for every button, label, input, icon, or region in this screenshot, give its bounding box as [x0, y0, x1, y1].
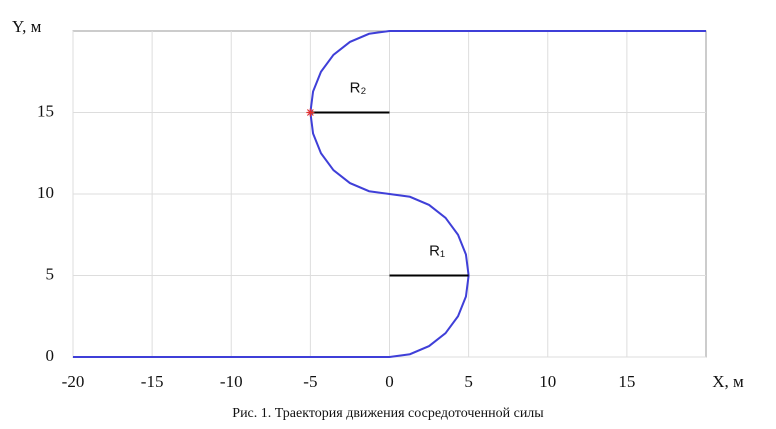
x-tick-label: -20 [62, 372, 85, 391]
start-marker [306, 108, 315, 117]
trajectory [73, 30, 706, 358]
y-tick-label: 5 [46, 264, 55, 283]
y-tick-label: 15 [37, 101, 54, 120]
x-tick-label: 15 [618, 372, 635, 391]
radius-label: R₂ [350, 79, 367, 96]
x-tick-label: -15 [141, 372, 164, 391]
x-tick-label: 0 [385, 372, 394, 391]
x-tick-label: -10 [220, 372, 243, 391]
x-tick-label: 5 [464, 372, 473, 391]
y-tick-label: 10 [37, 183, 54, 202]
x-tick-label: -5 [303, 372, 317, 391]
y-tick-label: 0 [46, 346, 55, 365]
x-axis-label: X, м [712, 372, 744, 391]
y-axis-label: Y, м [12, 17, 42, 36]
radius-label: R₁ [429, 242, 445, 259]
caption: Рис. 1. Траектория движения сосредоточен… [232, 406, 544, 421]
x-tick-label: 10 [539, 372, 556, 391]
